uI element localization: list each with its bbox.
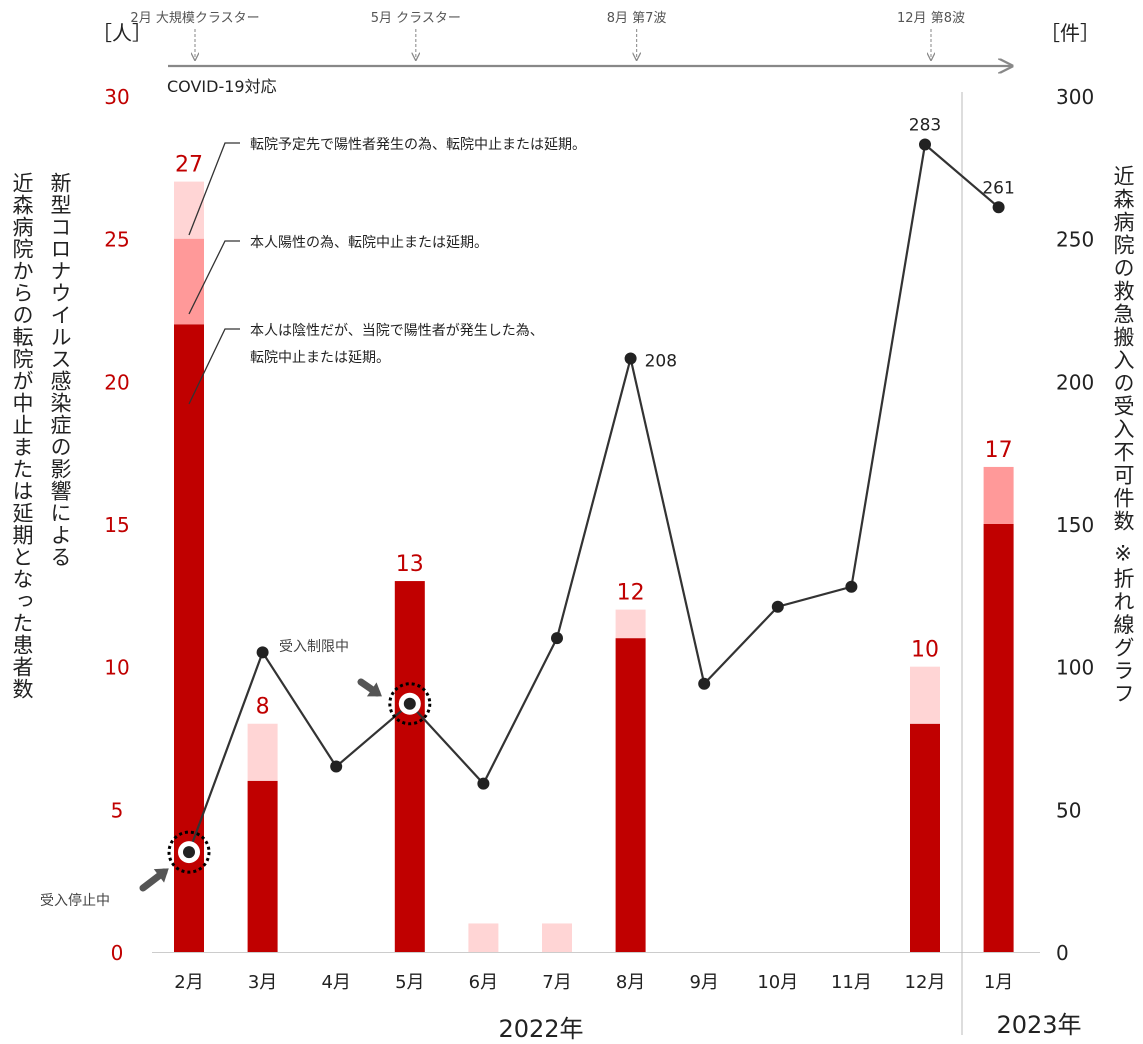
right-axis-tick-label: 150 xyxy=(1056,513,1094,537)
bar-total-label: 12 xyxy=(617,581,645,606)
x-axis-tick-label: 11月 xyxy=(831,972,872,993)
line-point xyxy=(551,632,563,645)
x-axis-tick-label: 3月 xyxy=(248,972,277,993)
limit-label: 受入制限中 xyxy=(279,639,349,655)
bar-segment-1 xyxy=(247,780,278,952)
line-series xyxy=(187,142,1000,853)
line-point xyxy=(845,580,858,593)
bar-segment-3 xyxy=(542,923,572,952)
timeline-label: COVID-19対応 xyxy=(167,77,277,96)
x-axis-tick-label: 4月 xyxy=(321,972,350,993)
line-point xyxy=(992,201,1005,214)
bar-segment-2 xyxy=(174,238,204,325)
right-axis-tick-label: 250 xyxy=(1056,228,1094,252)
left-axis-tick-label: 0 xyxy=(111,941,124,965)
callout-line-c xyxy=(188,328,240,405)
line-value-label: 261 xyxy=(982,178,1014,198)
callout-label-c1: 本人は陰性だが、当院で陽性者が発生した為、 xyxy=(250,323,544,339)
right-axis-tick-label: 100 xyxy=(1056,656,1094,680)
line-point xyxy=(919,138,931,151)
callout-label-b: 本人陽性の為、転院中止または延期。 xyxy=(250,235,488,251)
bar-total-label: 13 xyxy=(396,552,424,577)
timeline-event-label: 12月 第8波 xyxy=(897,11,965,26)
left-axis-tick-label: 15 xyxy=(104,513,129,537)
timeline-event-label: 5月 クラスター xyxy=(371,11,461,26)
line-point xyxy=(477,777,490,790)
callout-line-a xyxy=(188,142,240,236)
highlight-ring xyxy=(388,682,432,726)
line-value-label: 208 xyxy=(645,352,677,372)
x-axis-tick-label: 6月 xyxy=(469,972,498,993)
left-axis-title-line2: 近森病院からの転院が中止または延期となった患者数 xyxy=(10,172,34,700)
left-axis-tick-label: 20 xyxy=(104,370,129,394)
limit-arrow-head xyxy=(366,682,382,697)
bar-segment-1 xyxy=(910,723,940,952)
line-point xyxy=(330,760,343,773)
right-axis-tick-label: 300 xyxy=(1056,85,1094,109)
bar-segment-3 xyxy=(174,181,204,239)
bar-segment-1 xyxy=(615,638,646,952)
left-axis-tick-label: 30 xyxy=(104,85,129,109)
line-point xyxy=(403,697,416,710)
left-axis-unit: ［人］ xyxy=(92,21,152,45)
x-axis-tick-label: 8月 xyxy=(616,972,645,993)
bar-total-label: 8 xyxy=(256,695,270,720)
callout-label-c2: 転院中止または延期。 xyxy=(250,350,390,366)
timeline-event-label: 8月 第7波 xyxy=(607,11,667,26)
right-axis-title: 近森病院の救急搬入の受入不可件数 ※折れ線グラフ xyxy=(1111,165,1135,706)
highlight-ring xyxy=(167,830,211,874)
left-axis-tick-label: 25 xyxy=(104,228,129,252)
callout-label-a: 転院予定先で陽性者発生の為、転院中止または延期。 xyxy=(250,137,586,153)
bar-total-label: 10 xyxy=(911,638,939,663)
bar-segment-1 xyxy=(983,524,1014,952)
stop-arrow-head xyxy=(153,868,169,883)
left-axis-tick-label: 10 xyxy=(104,656,129,680)
year-label-2022: 2022年 xyxy=(498,1015,583,1043)
x-axis-tick-label: 12月 xyxy=(905,972,946,993)
line-point xyxy=(698,677,711,690)
line-value-label: 283 xyxy=(909,116,941,136)
line-point xyxy=(183,846,195,859)
x-axis-tick-label: 9月 xyxy=(689,972,718,993)
left-axis-tick-label: 5 xyxy=(111,798,124,822)
bar-segment-2 xyxy=(983,466,1014,524)
right-axis-tick-label: 0 xyxy=(1056,941,1069,965)
left-axis-title-line1: 新型コロナウイルス感染症の影響による xyxy=(48,172,72,568)
bar-total-label: 27 xyxy=(175,153,203,178)
line-point xyxy=(624,352,637,365)
right-axis-tick-label: 200 xyxy=(1056,370,1094,394)
stop-label: 受入停止中 xyxy=(40,892,110,909)
x-axis-tick-label: 10月 xyxy=(757,972,798,993)
bar-segment-3 xyxy=(468,923,499,952)
timeline-event-label: 2月 大規模クラスター xyxy=(130,11,259,26)
year-label-2023: 2023年 xyxy=(996,1011,1081,1039)
right-axis-unit: ［件］ xyxy=(1040,21,1100,45)
bar-segment-3 xyxy=(910,666,940,724)
line-point xyxy=(256,646,269,659)
x-axis-tick-label: 7月 xyxy=(542,972,571,993)
callout-line-b xyxy=(188,240,240,315)
x-axis-tick-label: 1月 xyxy=(984,972,1013,993)
bar-segment-3 xyxy=(247,723,278,781)
right-axis-tick-label: 50 xyxy=(1056,798,1081,822)
x-axis-tick-label: 2月 xyxy=(174,972,203,993)
line-point xyxy=(771,600,784,613)
x-axis-tick-label: 5月 xyxy=(395,972,424,993)
bar-segment-1 xyxy=(394,581,425,952)
bar-segment-3 xyxy=(615,609,646,639)
bar-total-label: 17 xyxy=(985,438,1013,463)
